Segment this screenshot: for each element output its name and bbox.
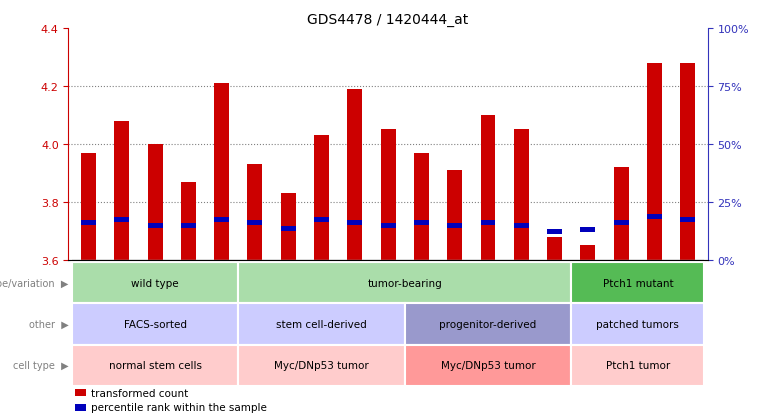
Text: wild type: wild type [131, 278, 179, 288]
Bar [647, 64, 662, 260]
Bar [581, 228, 595, 233]
Bar [247, 165, 263, 260]
Bar [447, 171, 462, 260]
Bar [181, 182, 196, 260]
Title: GDS4478 / 1420444_at: GDS4478 / 1420444_at [307, 12, 469, 26]
Bar [680, 64, 696, 260]
Text: tumor-bearing: tumor-bearing [368, 278, 442, 288]
FancyBboxPatch shape [405, 345, 572, 386]
FancyBboxPatch shape [72, 345, 238, 386]
Bar [347, 220, 362, 225]
FancyBboxPatch shape [572, 345, 705, 386]
FancyBboxPatch shape [238, 345, 405, 386]
Bar [314, 217, 329, 223]
Bar [647, 214, 662, 220]
Bar [347, 90, 362, 260]
FancyBboxPatch shape [572, 304, 705, 345]
Text: FACS-sorted: FACS-sorted [123, 319, 186, 329]
FancyBboxPatch shape [72, 262, 238, 304]
Bar [114, 217, 129, 223]
Bar [547, 237, 562, 260]
Bar [514, 223, 529, 228]
Bar [247, 220, 263, 225]
Bar [380, 223, 396, 228]
FancyBboxPatch shape [238, 304, 405, 345]
Bar [148, 145, 163, 260]
Bar [414, 153, 429, 260]
Text: cell type  ▶: cell type ▶ [13, 361, 68, 370]
Bar [75, 404, 87, 411]
Text: progenitor-derived: progenitor-derived [439, 319, 537, 329]
Bar [81, 153, 96, 260]
Bar [480, 220, 495, 225]
Bar [148, 223, 163, 228]
Text: Myc/DNp53 tumor: Myc/DNp53 tumor [441, 361, 536, 370]
Bar [680, 217, 696, 223]
Text: genotype/variation  ▶: genotype/variation ▶ [0, 278, 68, 288]
Text: stem cell-derived: stem cell-derived [276, 319, 367, 329]
Bar [114, 121, 129, 260]
Bar [447, 223, 462, 228]
Text: patched tumors: patched tumors [597, 319, 680, 329]
Bar [314, 136, 329, 260]
Bar [613, 220, 629, 225]
FancyBboxPatch shape [405, 304, 572, 345]
Bar [547, 229, 562, 234]
Bar [514, 130, 529, 260]
Text: other  ▶: other ▶ [29, 319, 68, 329]
Bar [613, 168, 629, 260]
Bar [81, 220, 96, 225]
Text: transformed count: transformed count [91, 388, 188, 398]
Text: percentile rank within the sample: percentile rank within the sample [91, 402, 267, 412]
Text: Ptch1 mutant: Ptch1 mutant [603, 278, 673, 288]
Text: Myc/DNp53 tumor: Myc/DNp53 tumor [274, 361, 369, 370]
Bar [214, 84, 229, 260]
FancyBboxPatch shape [72, 304, 238, 345]
Bar [281, 226, 296, 231]
Text: normal stem cells: normal stem cells [109, 361, 202, 370]
Bar [181, 223, 196, 228]
FancyBboxPatch shape [572, 262, 705, 304]
Text: Ptch1 tumor: Ptch1 tumor [606, 361, 670, 370]
Bar [214, 217, 229, 223]
FancyBboxPatch shape [238, 262, 572, 304]
Bar [380, 130, 396, 260]
Bar [480, 116, 495, 260]
Bar [75, 389, 87, 396]
Bar [414, 220, 429, 225]
Bar [581, 246, 595, 260]
Bar [281, 194, 296, 260]
